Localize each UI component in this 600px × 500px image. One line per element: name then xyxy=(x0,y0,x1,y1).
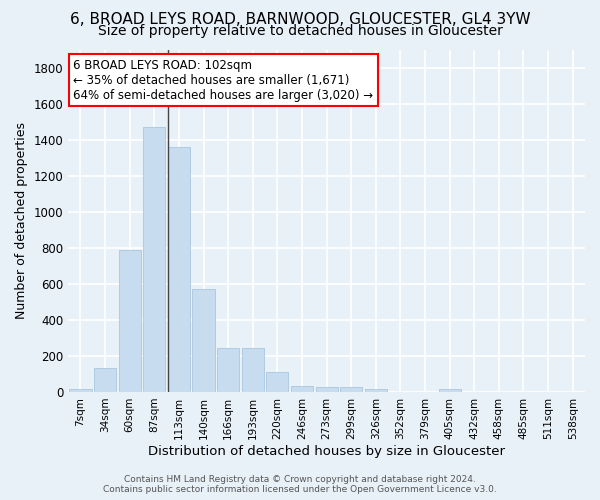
Text: 6 BROAD LEYS ROAD: 102sqm
← 35% of detached houses are smaller (1,671)
64% of se: 6 BROAD LEYS ROAD: 102sqm ← 35% of detac… xyxy=(73,58,373,102)
Bar xyxy=(119,250,141,392)
Bar xyxy=(217,348,239,392)
Text: Contains HM Land Registry data © Crown copyright and database right 2024.
Contai: Contains HM Land Registry data © Crown c… xyxy=(103,474,497,494)
Bar xyxy=(316,388,338,392)
Bar xyxy=(94,368,116,392)
Bar xyxy=(439,390,461,392)
Bar xyxy=(266,372,289,392)
Bar xyxy=(291,386,313,392)
Bar xyxy=(143,128,166,392)
Bar xyxy=(365,390,387,392)
Bar xyxy=(70,390,92,392)
Text: Size of property relative to detached houses in Gloucester: Size of property relative to detached ho… xyxy=(98,24,502,38)
Bar xyxy=(193,290,215,392)
Text: 6, BROAD LEYS ROAD, BARNWOOD, GLOUCESTER, GL4 3YW: 6, BROAD LEYS ROAD, BARNWOOD, GLOUCESTER… xyxy=(70,12,530,28)
Bar xyxy=(168,147,190,392)
Y-axis label: Number of detached properties: Number of detached properties xyxy=(15,122,28,320)
X-axis label: Distribution of detached houses by size in Gloucester: Distribution of detached houses by size … xyxy=(148,444,505,458)
Bar xyxy=(242,348,264,392)
Bar xyxy=(340,388,362,392)
